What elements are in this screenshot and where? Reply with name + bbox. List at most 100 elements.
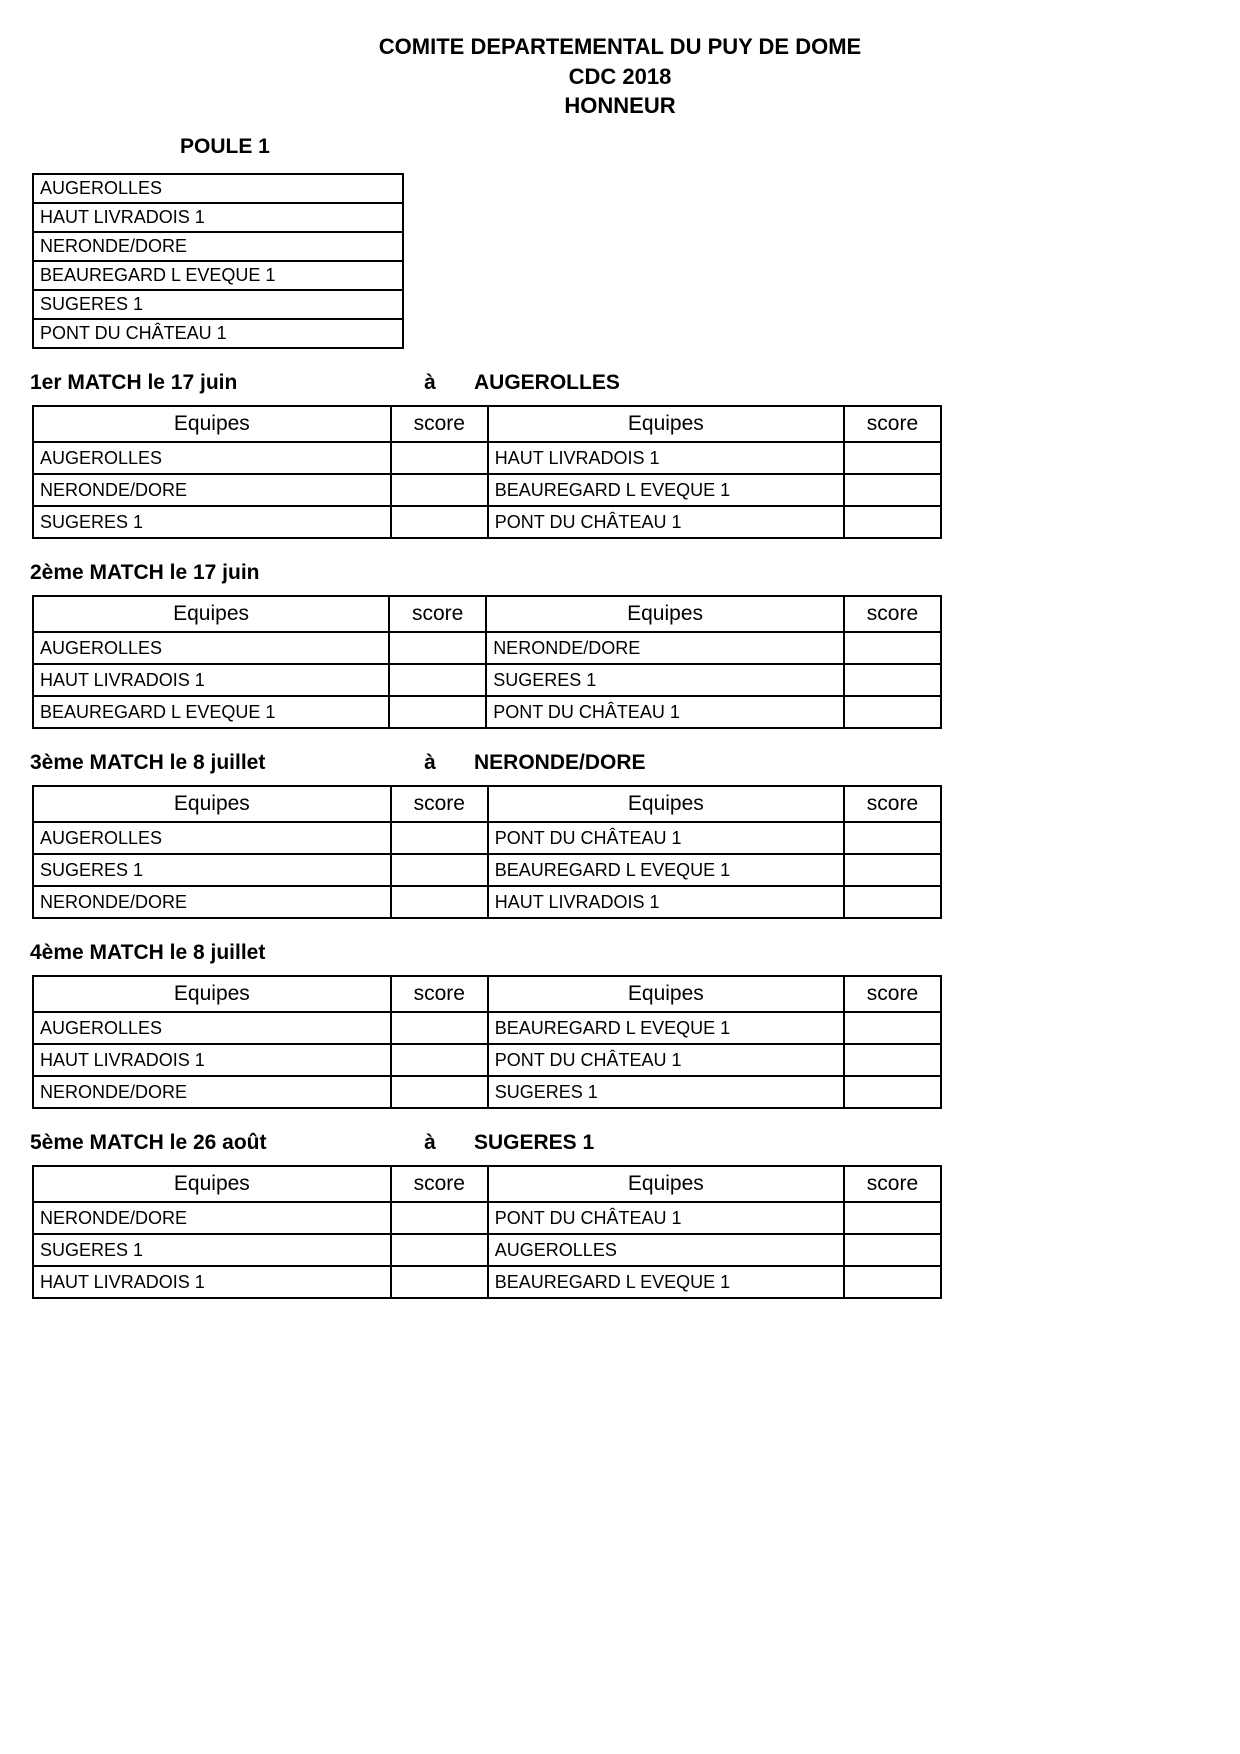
team-cell: BEAUREGARD L EVEQUE 1	[33, 261, 403, 290]
column-header-score: score	[391, 1166, 488, 1202]
team-row: NERONDE/DORE	[33, 232, 403, 261]
match-title-row: 3ème MATCH le 8 juilletàNERONDE/DORE	[30, 751, 1210, 775]
match-row: HAUT LIVRADOIS 1 BEAUREGARD L EVEQUE 1	[33, 1266, 941, 1298]
match-title: 4ème MATCH le 8 juillet	[30, 941, 410, 965]
match-title-row: 5ème MATCH le 26 aoûtà SUGERES 1	[30, 1131, 1210, 1155]
match-row: NERONDE/DOREBEAUREGARD L EVEQUE 1	[33, 474, 941, 506]
score-right	[844, 1012, 941, 1044]
score-right	[844, 854, 941, 886]
column-header-equipes: Equipes	[33, 596, 389, 632]
team-cell: PONT DU CHÂTEAU 1	[33, 319, 403, 348]
match-row: NERONDE/DORE PONT DU CHÂTEAU 1	[33, 1202, 941, 1234]
team-left: NERONDE/DORE	[33, 886, 391, 918]
match-location-preposition: à	[410, 1131, 450, 1155]
score-left	[391, 1266, 488, 1298]
match-table: EquipesscoreEquipesscoreAUGEROLLESHAUT L…	[32, 405, 942, 539]
document-header: COMITE DEPARTEMENTAL DU PUY DE DOME CDC …	[30, 32, 1210, 121]
match-row: NERONDE/DORE HAUT LIVRADOIS 1	[33, 886, 941, 918]
match-row: AUGEROLLES NERONDE/DORE	[33, 632, 941, 664]
column-header-score: score	[844, 976, 941, 1012]
match-title: 2ème MATCH le 17 juin	[30, 561, 410, 585]
matches-container: 1er MATCH le 17 juinàAUGEROLLESEquipessc…	[30, 371, 1210, 1299]
team-left: HAUT LIVRADOIS 1	[33, 1266, 391, 1298]
match-row: SUGERES 1 BEAUREGARD L EVEQUE 1	[33, 854, 941, 886]
match-location-preposition: à	[410, 371, 450, 395]
column-header-equipes: Equipes	[486, 596, 844, 632]
score-left	[391, 474, 488, 506]
team-right: NERONDE/DORE	[486, 632, 844, 664]
score-right	[844, 664, 941, 696]
team-right: HAUT LIVRADOIS 1	[488, 886, 844, 918]
column-header-equipes: Equipes	[33, 976, 391, 1012]
page: COMITE DEPARTEMENTAL DU PUY DE DOME CDC …	[0, 0, 1240, 1754]
column-header-score: score	[391, 406, 488, 442]
team-row: SUGERES 1	[33, 290, 403, 319]
team-right: BEAUREGARD L EVEQUE 1	[488, 1012, 844, 1044]
team-right: PONT DU CHÂTEAU 1	[486, 696, 844, 728]
team-right: BEAUREGARD L EVEQUE 1	[488, 474, 844, 506]
team-cell: HAUT LIVRADOIS 1	[33, 203, 403, 232]
column-header-equipes: Equipes	[488, 976, 844, 1012]
score-right	[844, 442, 941, 474]
score-left	[391, 1012, 488, 1044]
score-right	[844, 632, 941, 664]
match-title: 1er MATCH le 17 juin	[30, 371, 410, 395]
column-header-equipes: Equipes	[33, 1166, 391, 1202]
team-left: AUGEROLLES	[33, 442, 391, 474]
team-right: BEAUREGARD L EVEQUE 1	[488, 854, 844, 886]
team-right: PONT DU CHÂTEAU 1	[488, 1202, 844, 1234]
team-right: AUGEROLLES	[488, 1234, 844, 1266]
team-right: PONT DU CHÂTEAU 1	[488, 822, 844, 854]
match-row: AUGEROLLESBEAUREGARD L EVEQUE 1	[33, 1012, 941, 1044]
team-left: SUGERES 1	[33, 854, 391, 886]
team-row: BEAUREGARD L EVEQUE 1	[33, 261, 403, 290]
score-left	[391, 822, 488, 854]
match-row: BEAUREGARD L EVEQUE 1PONT DU CHÂTEAU 1	[33, 696, 941, 728]
score-left	[391, 1202, 488, 1234]
team-right: SUGERES 1	[488, 1076, 844, 1108]
team-right: PONT DU CHÂTEAU 1	[488, 506, 844, 538]
score-left	[391, 442, 488, 474]
match-location-preposition: à	[410, 751, 450, 775]
score-right	[844, 696, 941, 728]
score-left	[389, 632, 486, 664]
column-header-score: score	[389, 596, 486, 632]
header-line-3: HONNEUR	[30, 91, 1210, 121]
match-table: EquipesscoreEquipesscoreAUGEROLLESNEROND…	[32, 595, 942, 729]
team-right: BEAUREGARD L EVEQUE 1	[488, 1266, 844, 1298]
score-left	[391, 1076, 488, 1108]
header-line-1: COMITE DEPARTEMENTAL DU PUY DE DOME	[30, 32, 1210, 62]
column-header-score: score	[391, 786, 488, 822]
score-left	[391, 886, 488, 918]
team-left: NERONDE/DORE	[33, 1202, 391, 1234]
match-row: NERONDE/DORESUGERES 1	[33, 1076, 941, 1108]
column-header-equipes: Equipes	[488, 406, 844, 442]
match-location: SUGERES 1	[474, 1131, 594, 1155]
team-row: HAUT LIVRADOIS 1	[33, 203, 403, 232]
match-title: 5ème MATCH le 26 août	[30, 1131, 410, 1155]
score-right	[844, 506, 941, 538]
header-line-2: CDC 2018	[30, 62, 1210, 92]
score-right	[844, 1076, 941, 1108]
match-row: SUGERES 1 AUGEROLLES	[33, 1234, 941, 1266]
team-cell: SUGERES 1	[33, 290, 403, 319]
match-title-row: 2ème MATCH le 17 juin	[30, 561, 1210, 585]
score-left	[391, 506, 488, 538]
team-right: HAUT LIVRADOIS 1	[488, 442, 844, 474]
column-header-score: score	[844, 786, 941, 822]
match-table: EquipesscoreEquipesscoreAUGEROLLESPONT D…	[32, 785, 942, 919]
score-right	[844, 474, 941, 506]
column-header-equipes: Equipes	[33, 406, 391, 442]
match-location: NERONDE/DORE	[474, 751, 646, 775]
match-table: EquipesscoreEquipesscoreNERONDE/DOREPONT…	[32, 1165, 942, 1299]
team-left: SUGERES 1	[33, 1234, 391, 1266]
match-table: EquipesscoreEquipesscoreAUGEROLLESBEAURE…	[32, 975, 942, 1109]
score-left	[391, 1234, 488, 1266]
score-left	[389, 696, 486, 728]
match-title-row: 4ème MATCH le 8 juillet	[30, 941, 1210, 965]
column-header-score: score	[844, 406, 941, 442]
team-left: AUGEROLLES	[33, 632, 389, 664]
team-row: AUGEROLLES	[33, 174, 403, 203]
score-right	[844, 1234, 941, 1266]
score-right	[844, 1266, 941, 1298]
